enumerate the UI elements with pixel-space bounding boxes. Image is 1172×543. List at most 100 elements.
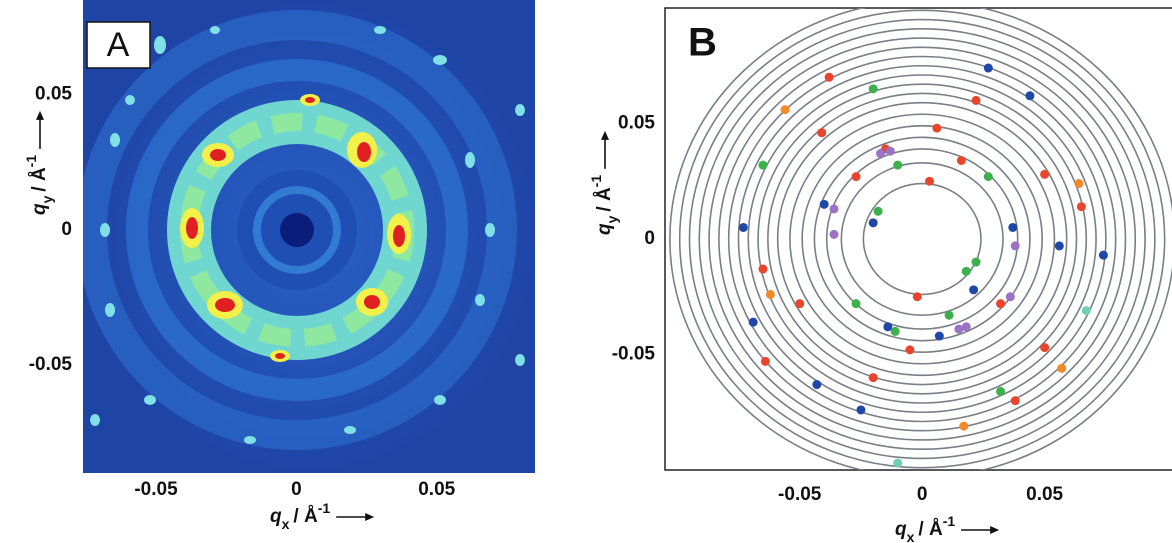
data-point bbox=[925, 176, 935, 186]
data-point bbox=[996, 299, 1006, 309]
panel-label: B bbox=[688, 21, 717, 65]
arrow-head bbox=[36, 110, 44, 120]
data-point bbox=[824, 72, 834, 82]
ring bbox=[862, 182, 982, 296]
axis-symbol: q bbox=[895, 519, 907, 540]
data-point bbox=[996, 386, 1006, 396]
arrow-head bbox=[990, 526, 1000, 534]
data-point bbox=[893, 160, 903, 170]
data-point bbox=[961, 322, 971, 332]
axis-label: qy / Å-1 bbox=[588, 175, 620, 235]
data-point bbox=[1005, 292, 1015, 302]
axis-arrow bbox=[601, 130, 609, 169]
ring bbox=[840, 161, 1004, 317]
data-point bbox=[795, 299, 805, 309]
data-point bbox=[956, 155, 966, 165]
ring bbox=[718, 46, 1127, 432]
x-tick-label: 0 bbox=[917, 484, 928, 505]
data-point bbox=[893, 458, 903, 468]
data-point bbox=[954, 324, 964, 334]
axis-subscript: y bbox=[39, 195, 55, 203]
data-point bbox=[1008, 222, 1018, 232]
data-point bbox=[765, 289, 775, 299]
y-tick-label: 0 bbox=[61, 219, 72, 240]
ring bbox=[747, 74, 1097, 404]
axis-label: qx / Å-1 bbox=[270, 500, 330, 532]
x-tick-label: 0.05 bbox=[418, 479, 455, 500]
y-tick-label: -0.05 bbox=[612, 344, 656, 365]
data-point bbox=[780, 105, 790, 115]
ring bbox=[708, 37, 1137, 441]
data-point bbox=[971, 257, 981, 267]
axis-arrow bbox=[961, 526, 1000, 534]
data-point bbox=[1057, 363, 1067, 373]
x-tick-label: -0.05 bbox=[134, 479, 178, 500]
data-point bbox=[912, 292, 922, 302]
ring bbox=[789, 113, 1056, 365]
data-point bbox=[959, 421, 969, 431]
data-point bbox=[932, 123, 942, 133]
data-point bbox=[851, 299, 861, 309]
data-point bbox=[961, 266, 971, 276]
axis-symbol: q bbox=[29, 203, 50, 215]
data-point bbox=[983, 172, 993, 182]
y-tick-label: 0 bbox=[644, 228, 655, 249]
ring bbox=[727, 55, 1117, 423]
axis-exponent: -1 bbox=[23, 155, 39, 168]
data-point bbox=[1081, 306, 1091, 316]
data-point bbox=[738, 222, 748, 232]
x-tick-label: -0.05 bbox=[778, 484, 822, 505]
data-point bbox=[1025, 91, 1035, 101]
ring bbox=[678, 9, 1166, 469]
ring bbox=[813, 136, 1031, 342]
x-tick-label: 0 bbox=[291, 479, 302, 500]
axis-exponent: -1 bbox=[943, 513, 956, 529]
rings bbox=[669, 8, 1172, 470]
data-point bbox=[748, 317, 758, 327]
data-point bbox=[758, 264, 768, 274]
axis-unit: / Å bbox=[293, 506, 318, 527]
axis-unit: / Å bbox=[594, 187, 615, 212]
data-point bbox=[934, 331, 944, 341]
plot-frame bbox=[664, 7, 1172, 471]
data-point bbox=[883, 322, 893, 332]
axis-unit: / Å bbox=[29, 167, 50, 192]
ring bbox=[698, 27, 1146, 451]
ring bbox=[767, 92, 1078, 386]
data-point bbox=[758, 160, 768, 170]
data-point bbox=[819, 199, 829, 209]
data-point bbox=[944, 310, 954, 320]
ring bbox=[737, 64, 1107, 414]
axis-subscript: x bbox=[282, 516, 290, 532]
data-point bbox=[876, 149, 886, 159]
axis-exponent: -1 bbox=[588, 175, 604, 188]
arrow-head bbox=[601, 130, 609, 140]
data-point bbox=[905, 345, 915, 355]
data-point bbox=[969, 285, 979, 295]
data-point bbox=[760, 356, 770, 366]
ring bbox=[776, 101, 1068, 377]
data-point bbox=[885, 146, 895, 156]
panel-label-box bbox=[86, 21, 151, 69]
data-point bbox=[812, 380, 822, 390]
axis-exponent: -1 bbox=[318, 500, 331, 516]
data-point bbox=[983, 63, 993, 73]
data-point bbox=[817, 128, 827, 138]
data-point bbox=[890, 326, 900, 336]
y-tick-label: -0.05 bbox=[29, 354, 73, 375]
data-point bbox=[1040, 169, 1050, 179]
axis-label: qx / Å-1 bbox=[895, 513, 955, 543]
axis-arrow bbox=[336, 513, 375, 521]
data-point bbox=[1040, 343, 1050, 353]
axis-arrow bbox=[36, 110, 44, 149]
panel-label: A bbox=[107, 26, 130, 64]
data-point bbox=[971, 95, 981, 105]
data-point bbox=[1010, 241, 1020, 251]
ring bbox=[669, 8, 1172, 470]
axis-symbol: q bbox=[270, 506, 282, 527]
ring bbox=[757, 83, 1088, 395]
arrow-head bbox=[365, 513, 375, 521]
axis-subscript: y bbox=[604, 215, 620, 223]
y-tick-label: 0.05 bbox=[35, 84, 72, 105]
